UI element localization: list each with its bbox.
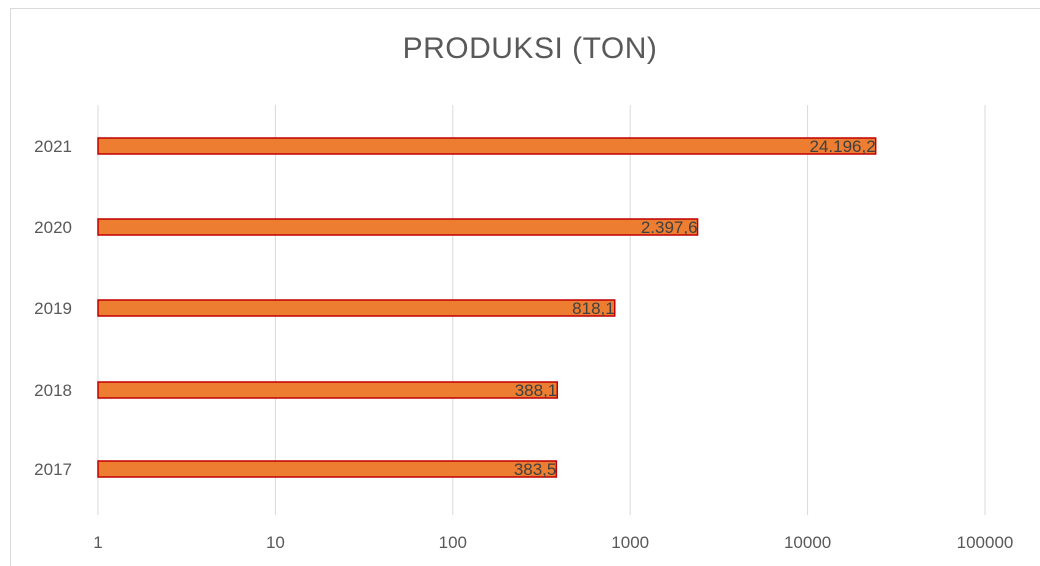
x-tick-label: 100000 <box>957 533 1014 552</box>
bar <box>97 218 699 236</box>
bar <box>97 381 559 399</box>
y-tick-label: 2021 <box>34 137 72 156</box>
x-tick-label: 1000 <box>611 533 649 552</box>
data-labels: 24.196,2 2.397,6 818,1 388,1 383,5 <box>514 137 876 479</box>
y-tick-label: 2019 <box>34 299 72 318</box>
y-tick-label: 2017 <box>34 460 72 479</box>
data-label: 383,5 <box>514 460 557 479</box>
bar <box>97 137 877 155</box>
data-label: 24.196,2 <box>809 137 875 156</box>
bar <box>97 460 558 478</box>
data-label: 388,1 <box>515 381 558 400</box>
data-label: 2.397,6 <box>641 218 698 237</box>
y-tick-label: 2020 <box>34 218 72 237</box>
bar <box>97 299 616 317</box>
gridlines <box>97 105 986 515</box>
x-tick-label: 100 <box>439 533 467 552</box>
x-tick-label: 10 <box>266 533 285 552</box>
data-label: 818,1 <box>572 299 615 318</box>
y-tick-label: 2018 <box>34 381 72 400</box>
x-tick-label: 10000 <box>784 533 831 552</box>
chart-title: PRODUKSI (TON) <box>402 32 658 65</box>
x-tick-label: 1 <box>93 533 102 552</box>
x-axis-ticks: 1 10 100 1000 10000 100000 <box>93 533 1013 552</box>
bars <box>97 137 877 478</box>
y-axis-ticks: 2021 2020 2019 2018 2017 <box>34 137 72 479</box>
